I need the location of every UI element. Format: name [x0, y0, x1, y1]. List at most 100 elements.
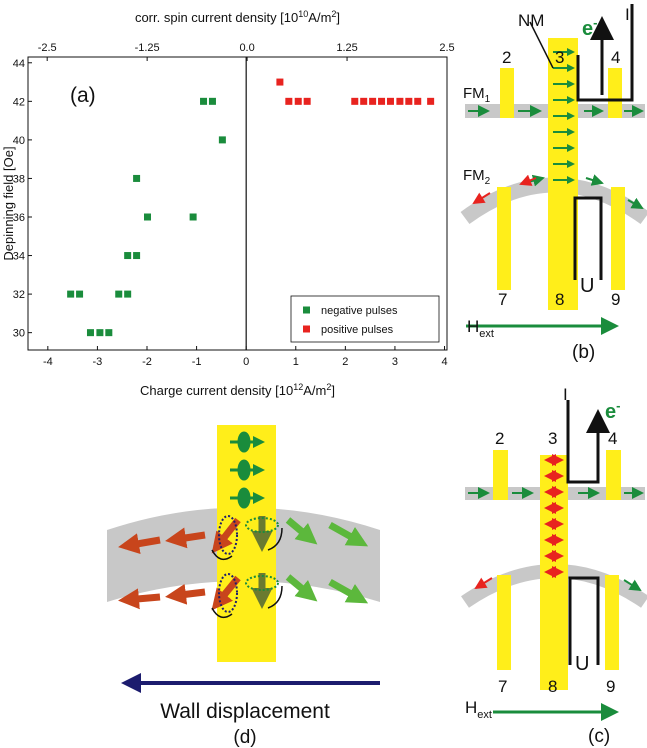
point — [115, 291, 122, 298]
point — [304, 98, 311, 105]
point — [124, 291, 131, 298]
panel-label: (a) — [70, 84, 96, 107]
contact-label: 2 — [495, 429, 504, 448]
x-tick-label: 1 — [293, 356, 299, 368]
current-label: I — [563, 385, 568, 404]
point — [396, 98, 403, 105]
point — [96, 329, 103, 336]
x2-tick-label: 2.5 — [439, 42, 454, 54]
point — [405, 98, 412, 105]
x-tick-label: -1 — [192, 356, 202, 368]
panel-label: (b) — [572, 342, 595, 363]
contact — [497, 187, 511, 290]
electron-label: e- — [582, 15, 597, 40]
point — [67, 291, 74, 298]
fm-text: FM — [463, 167, 485, 184]
point — [76, 291, 83, 298]
axis-label-sup: 12 — [293, 382, 303, 392]
contact-label: 4 — [611, 48, 620, 67]
contact-label: 7 — [498, 290, 507, 309]
point — [219, 136, 226, 143]
voltage-label: U — [580, 275, 594, 297]
y-tick-label: 40 — [13, 135, 25, 147]
field-label: Hext — [467, 317, 494, 340]
contact-label: 2 — [502, 48, 511, 67]
point — [200, 98, 207, 105]
fm-sub: 2 — [485, 176, 491, 187]
point — [190, 213, 197, 220]
point — [351, 98, 358, 105]
point — [285, 98, 292, 105]
y-tick-label: 44 — [13, 58, 25, 70]
panel-label: (d) — [233, 727, 256, 748]
voltage-path — [575, 198, 601, 280]
contact — [493, 450, 508, 500]
electron-label: e- — [605, 398, 620, 423]
axis-label-part: ] — [336, 10, 340, 25]
legend-label: negative pulses — [321, 305, 398, 317]
fm-text: FM — [463, 85, 485, 102]
x2-tick-label: -2.5 — [38, 42, 57, 54]
legend-marker — [303, 307, 310, 314]
axis-label-part: ] — [331, 383, 335, 398]
y-axis-label: Depinning field [Oe] — [1, 146, 16, 260]
electron-sup: - — [616, 398, 620, 413]
x-tick-label: 3 — [392, 356, 398, 368]
axis-label: Charge current density [1012A/m2] — [140, 382, 335, 398]
voltage-label: U — [575, 653, 589, 675]
electron-sup: - — [593, 15, 597, 30]
field-sub: ext — [477, 709, 492, 721]
legend-marker — [303, 326, 310, 333]
x2-tick-label: 0.0 — [239, 42, 254, 54]
contact — [606, 450, 621, 500]
axis-label-part: A/m — [303, 383, 326, 398]
point — [87, 329, 94, 336]
axis-label-sup: 10 — [298, 9, 308, 19]
figure: -4-3-2-101234-2.5-1.250.01.252.530323436… — [0, 0, 647, 748]
nm-label: NM — [518, 11, 544, 30]
fm-sub: 1 — [485, 94, 491, 105]
x-tick-label: -3 — [93, 356, 103, 368]
point — [133, 252, 140, 259]
axis-label-part: A/m — [308, 10, 331, 25]
fm2-label: FM2 — [463, 167, 491, 187]
point — [276, 79, 283, 86]
panel-c: I e- 2 3 4 7 8 9 U Hext (c) — [465, 385, 645, 747]
point — [124, 252, 131, 259]
x-tick-label: -4 — [43, 356, 53, 368]
x-tick-label: 4 — [441, 356, 447, 368]
x-tick-label: 2 — [342, 356, 348, 368]
legend-label: positive pulses — [321, 324, 394, 336]
y-tick-label: 42 — [13, 96, 25, 108]
caption: Wall displacement — [160, 700, 330, 723]
x2-tick-label: 1.25 — [336, 42, 357, 54]
y-tick-label: 30 — [13, 328, 25, 340]
contact — [500, 68, 514, 118]
contact — [605, 575, 619, 670]
electron-text: e — [582, 18, 593, 40]
contact-label: 7 — [498, 677, 507, 696]
point — [105, 329, 112, 336]
contact-label: 3 — [548, 429, 557, 448]
x-tick-label: 0 — [243, 356, 249, 368]
point — [414, 98, 421, 105]
contact — [497, 575, 511, 670]
panel-label: (c) — [588, 726, 610, 747]
point — [427, 98, 434, 105]
contact — [608, 68, 622, 118]
point — [209, 98, 216, 105]
point — [369, 98, 376, 105]
axis-label-part: Charge current density [10 — [140, 383, 293, 398]
field-text: H — [465, 698, 477, 717]
current-label: I — [625, 5, 630, 24]
point — [360, 98, 367, 105]
axis-label-part: corr. spin current density [10 — [135, 10, 298, 25]
electron-text: e — [605, 401, 616, 423]
point — [144, 213, 151, 220]
y-tick-label: 32 — [13, 289, 25, 301]
contact-label: 9 — [611, 290, 620, 309]
point — [295, 98, 302, 105]
panel-b: NM e- I 2 3 4 7 8 9 FM1 FM2 U Hext (b) — [463, 4, 645, 363]
point — [133, 175, 140, 182]
